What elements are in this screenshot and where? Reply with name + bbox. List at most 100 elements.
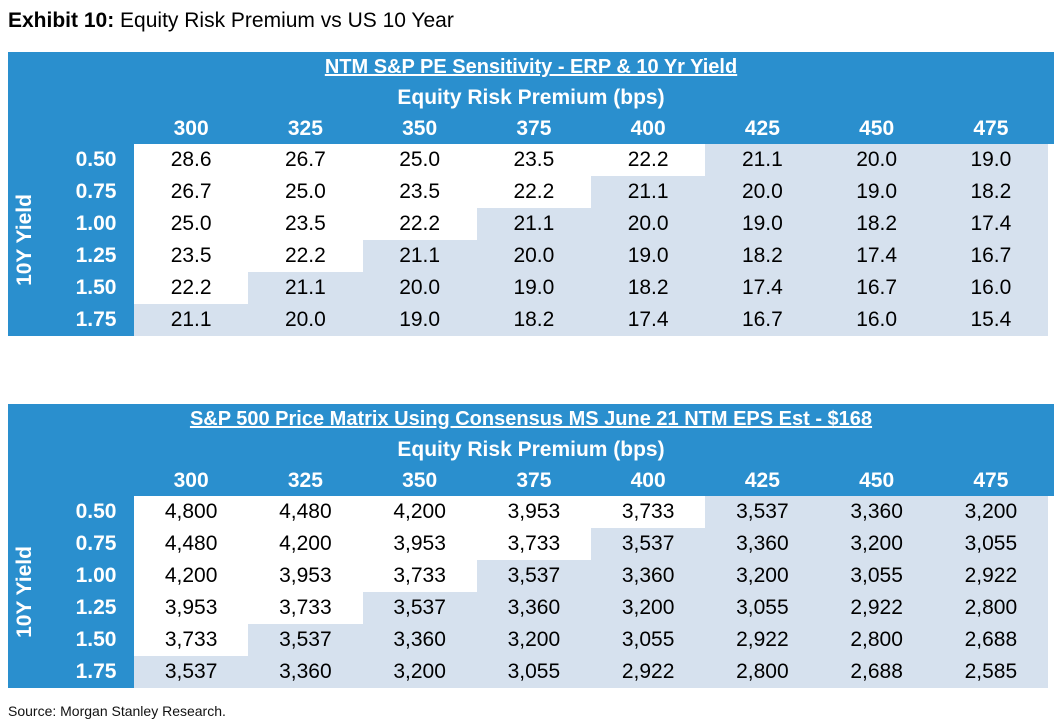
table-cell: 18.2 bbox=[591, 272, 706, 304]
column-header-erp: 350 bbox=[402, 117, 438, 140]
erp-subtitle: Equity Risk Premium (bps) bbox=[397, 438, 665, 461]
table-cell: 15.4 bbox=[933, 304, 1048, 336]
table-cell: 2,922 bbox=[705, 624, 820, 656]
table-cell: 18.2 bbox=[819, 208, 934, 240]
table-cell: 3,360 bbox=[248, 656, 363, 688]
table-cell: 19.0 bbox=[476, 272, 591, 304]
table-cell: 2,922 bbox=[591, 656, 706, 688]
table-cell: 17.4 bbox=[819, 240, 934, 272]
table-rows: 0.50 28.6 26.7 25.0 23.5 22.2 21.1 20.0 19.0 0.75… bbox=[42, 144, 1054, 336]
row-label-yield: 1.25 bbox=[42, 240, 134, 272]
row-label-yield: 1.50 bbox=[42, 624, 134, 656]
table-cell: 3,055 bbox=[591, 624, 706, 656]
table-row: 1.50 22.2 21.1 20.0 19.0 18.2 17.4 16.7 16.0 bbox=[42, 272, 1054, 304]
row-label-yield: 0.75 bbox=[42, 176, 134, 208]
table-cell: 3,360 bbox=[362, 624, 477, 656]
table-cell: 22.2 bbox=[513, 180, 555, 203]
table-title: S&P 500 Price Matrix Using Consensus MS … bbox=[189, 408, 873, 430]
table-cell: 19.0 bbox=[819, 176, 934, 208]
table-cell: 3,200 bbox=[476, 624, 591, 656]
table-cell: 20.0 bbox=[819, 144, 934, 176]
row-label-yield: 1.75 bbox=[42, 656, 134, 688]
column-header-row: 300 325 350 375 400 425 450 475 bbox=[8, 466, 1054, 496]
table-cell: 21.1 bbox=[248, 272, 363, 304]
exhibit-title-text: Equity Risk Premium vs US 10 Year bbox=[120, 9, 454, 32]
table-cell: 3,953 bbox=[507, 500, 561, 523]
table-cell: 16.7 bbox=[933, 240, 1048, 272]
table-cell: 20.0 bbox=[476, 240, 591, 272]
table-cell: 3,360 bbox=[819, 496, 934, 528]
table-row: 1.25 3,953 3,733 3,537 3,360 3,200 3,055 2,922 2… bbox=[42, 592, 1054, 624]
table-cell: 19.0 bbox=[362, 304, 477, 336]
column-header-erp: 475 bbox=[973, 117, 1009, 140]
table-cell: 23.5 bbox=[513, 148, 555, 171]
table-cell: 3,733 bbox=[507, 532, 561, 555]
table-cell: 18.2 bbox=[705, 240, 820, 272]
table-row: 0.50 4,800 4,480 4,200 3,953 3,733 3,537 3,360 3… bbox=[42, 496, 1054, 528]
price-matrix-table: S&P 500 Price Matrix Using Consensus MS … bbox=[8, 404, 1054, 688]
column-header-row: 300 325 350 375 400 425 450 475 bbox=[8, 114, 1054, 144]
table-header: NTM S&P PE Sensitivity - ERP & 10 Yr Yie… bbox=[8, 52, 1054, 144]
table-row: 1.00 25.0 23.5 22.2 21.1 20.0 19.0 18.2 17.4 bbox=[42, 208, 1054, 240]
table-cell: 25.0 bbox=[284, 180, 326, 203]
table-cell: 19.0 bbox=[933, 144, 1048, 176]
row-label-yield: 1.25 bbox=[42, 592, 134, 624]
table-cell: 26.7 bbox=[284, 148, 326, 171]
exhibit-number: Exhibit 10: bbox=[8, 9, 115, 32]
table-cell: 4,200 bbox=[164, 564, 218, 587]
table-cell: 20.0 bbox=[705, 176, 820, 208]
table-cell: 23.5 bbox=[399, 180, 441, 203]
column-header-erp: 325 bbox=[287, 117, 323, 140]
yield-axis-label: 10Y Yield bbox=[13, 194, 36, 286]
table-cell: 20.0 bbox=[591, 208, 706, 240]
column-header-erp: 325 bbox=[287, 469, 323, 492]
table-cell: 3,055 bbox=[933, 528, 1048, 560]
table-cell: 16.7 bbox=[705, 304, 820, 336]
table-cell: 17.4 bbox=[705, 272, 820, 304]
column-header-erp: 400 bbox=[630, 469, 666, 492]
pe-sensitivity-table: NTM S&P PE Sensitivity - ERP & 10 Yr Yie… bbox=[8, 52, 1054, 336]
table-cell: 3,055 bbox=[819, 560, 934, 592]
column-header-erp: 350 bbox=[402, 469, 438, 492]
table-cell: 25.0 bbox=[399, 148, 441, 171]
table-cell: 3,360 bbox=[476, 592, 591, 624]
row-label-yield: 1.00 bbox=[42, 208, 134, 240]
table-cell: 3,055 bbox=[705, 592, 820, 624]
row-label-yield: 1.75 bbox=[42, 304, 134, 336]
table-cell: 3,360 bbox=[705, 528, 820, 560]
table-cell: 22.2 bbox=[627, 148, 669, 171]
row-label-yield: 0.50 bbox=[42, 144, 134, 176]
table-cell: 3,733 bbox=[164, 628, 218, 651]
table-cell: 25.0 bbox=[170, 212, 212, 235]
table-cell: 3,055 bbox=[476, 656, 591, 688]
table-cell: 21.1 bbox=[591, 176, 706, 208]
table-cell: 3,537 bbox=[705, 496, 820, 528]
table-cell: 22.2 bbox=[399, 212, 441, 235]
table-cell: 3,953 bbox=[164, 596, 218, 619]
table-cell: 3,200 bbox=[705, 560, 820, 592]
table-cell: 3,537 bbox=[476, 560, 591, 592]
table-cell: 18.2 bbox=[933, 176, 1048, 208]
table-cell: 23.5 bbox=[284, 212, 326, 235]
table-cell: 3,200 bbox=[362, 656, 477, 688]
table-cell: 22.2 bbox=[284, 244, 326, 267]
row-label-yield: 1.00 bbox=[42, 560, 134, 592]
table-cell: 18.2 bbox=[476, 304, 591, 336]
column-header-erp: 450 bbox=[859, 117, 895, 140]
table-rows: 0.50 4,800 4,480 4,200 3,953 3,733 3,537 3,360 3… bbox=[42, 496, 1054, 688]
column-header-erp: 375 bbox=[516, 469, 552, 492]
table-cell: 4,200 bbox=[393, 500, 446, 523]
table-cell: 3,537 bbox=[591, 528, 706, 560]
table-cell: 17.4 bbox=[933, 208, 1048, 240]
table-cell: 22.2 bbox=[170, 276, 212, 299]
table-cell: 3,733 bbox=[279, 596, 332, 619]
table-cell: 2,688 bbox=[819, 656, 934, 688]
table-cell: 4,200 bbox=[279, 532, 332, 555]
table-cell: 28.6 bbox=[170, 148, 212, 171]
row-label-yield: 0.75 bbox=[42, 528, 134, 560]
table-cell: 3,537 bbox=[248, 624, 363, 656]
table-cell: 19.0 bbox=[705, 208, 820, 240]
table-cell: 2,800 bbox=[819, 624, 934, 656]
table-cell: 21.1 bbox=[476, 208, 591, 240]
table-row: 0.50 28.6 26.7 25.0 23.5 22.2 21.1 20.0 19.0 bbox=[42, 144, 1054, 176]
